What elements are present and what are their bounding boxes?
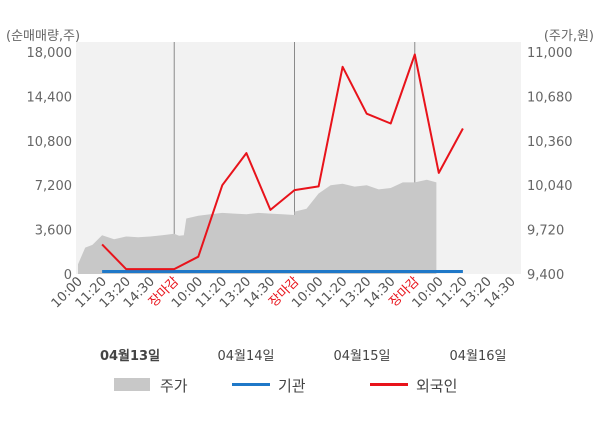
date-label: 04월14일: [217, 349, 274, 364]
date-label: 04월15일: [333, 349, 390, 364]
right-axis-unit: (주가,원): [544, 29, 594, 44]
right-tick-label: 9,720: [527, 224, 564, 239]
left-tick-label: 18,000: [27, 46, 73, 61]
legend-label: 외국인: [416, 377, 457, 395]
price-area: [78, 179, 437, 274]
left-axis-unit: (순매매량,주): [6, 29, 80, 44]
legend-swatch-foreign: [370, 383, 408, 386]
legend-label: 기관: [278, 377, 306, 395]
left-tick-label: 3,600: [35, 224, 72, 239]
right-tick-label: 9,400: [527, 268, 564, 283]
left-tick-label: 10,800: [27, 135, 73, 150]
right-tick-label: 10,680: [527, 90, 573, 105]
right-tick-label: 10,360: [527, 135, 573, 150]
right-tick-label: 11,000: [527, 46, 573, 61]
right-tick-label: 10,040: [527, 179, 573, 194]
legend-swatch-institution: [232, 383, 270, 386]
legend-label: 주가: [160, 377, 188, 395]
left-tick-label: 7,200: [35, 179, 72, 194]
legend-swatch-price: [114, 378, 150, 391]
date-label: 04월13일: [100, 348, 160, 364]
left-tick-label: 0: [64, 268, 72, 283]
date-label: 04월16일: [449, 349, 506, 364]
left-tick-label: 14,400: [27, 90, 73, 105]
foreign-line: [101, 53, 464, 271]
